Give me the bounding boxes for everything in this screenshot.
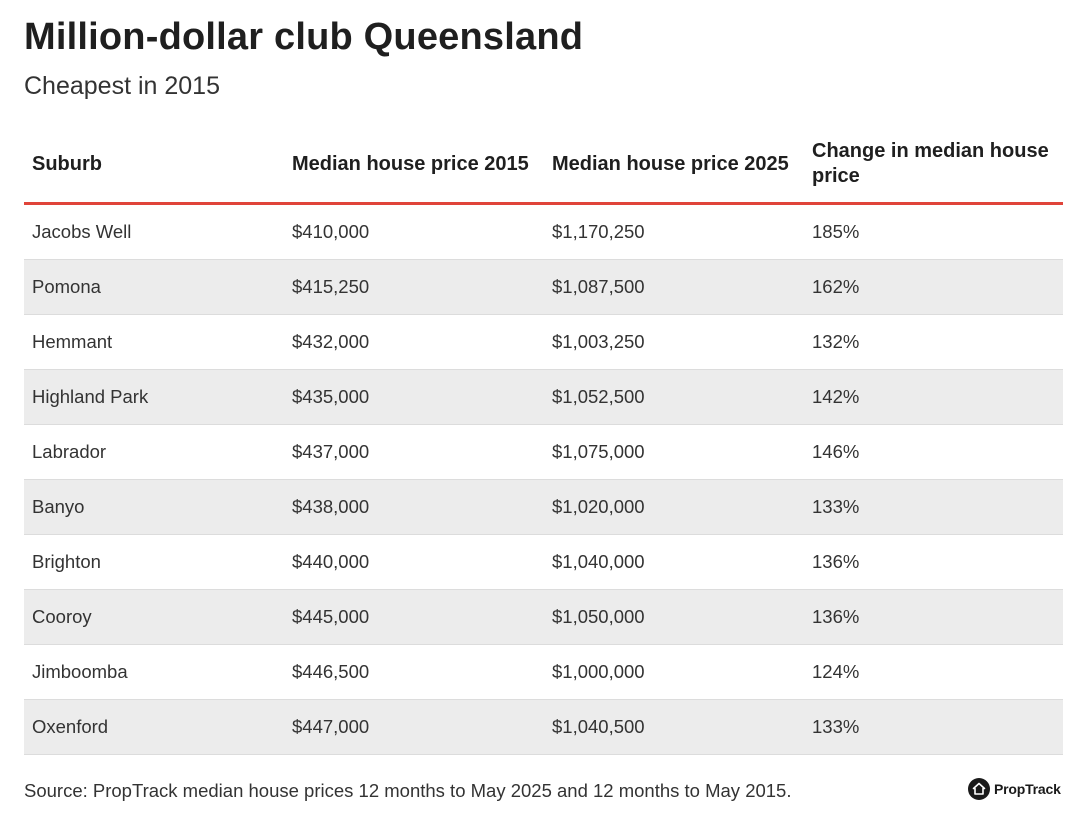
cell-price-2015: $446,500 [284, 644, 544, 700]
header-row: Suburb Median house price 2015 Median ho… [24, 126, 1063, 205]
cell-price-2025: $1,003,250 [544, 314, 804, 370]
table-row: Oxenford $447,000 $1,040,500 133% [24, 699, 1063, 755]
table-row: Jacobs Well $410,000 $1,170,250 185% [24, 203, 1063, 260]
brand-name: PropTrack [994, 781, 1061, 797]
cell-price-2015: $447,000 [284, 699, 544, 755]
column-header-suburb: Suburb [24, 126, 284, 205]
cell-change: 124% [804, 644, 1063, 700]
cell-price-2015: $410,000 [284, 203, 544, 260]
cell-change: 133% [804, 699, 1063, 755]
chart-title: Million-dollar club Queensland [24, 16, 584, 58]
data-table-container: Suburb Median house price 2015 Median ho… [24, 126, 1063, 755]
cell-price-2015: $440,000 [284, 534, 544, 590]
cell-price-2025: $1,000,000 [544, 644, 804, 700]
cell-change: 162% [804, 259, 1063, 315]
cell-price-2025: $1,170,250 [544, 203, 804, 260]
cell-suburb: Hemmant [24, 314, 284, 370]
cell-suburb: Banyo [24, 479, 284, 535]
column-header-price-2015: Median house price 2015 [284, 126, 544, 205]
cell-price-2015: $438,000 [284, 479, 544, 535]
table-row: Brighton $440,000 $1,040,000 136% [24, 534, 1063, 590]
cell-change: 136% [804, 589, 1063, 645]
table-header: Suburb Median house price 2015 Median ho… [24, 126, 1063, 205]
cell-price-2025: $1,040,000 [544, 534, 804, 590]
cell-price-2025: $1,040,500 [544, 699, 804, 755]
table-row: Banyo $438,000 $1,020,000 133% [24, 479, 1063, 535]
cell-suburb: Pomona [24, 259, 284, 315]
brand-logo: PropTrack [968, 778, 1061, 800]
cell-price-2025: $1,087,500 [544, 259, 804, 315]
cell-change: 133% [804, 479, 1063, 535]
cell-price-2015: $432,000 [284, 314, 544, 370]
proptrack-house-logo-icon [968, 778, 990, 800]
cell-price-2025: $1,052,500 [544, 369, 804, 425]
table-row: Highland Park $435,000 $1,052,500 142% [24, 369, 1063, 425]
cell-suburb: Jacobs Well [24, 203, 284, 260]
cell-change: 136% [804, 534, 1063, 590]
cell-suburb: Highland Park [24, 369, 284, 425]
cell-price-2015: $437,000 [284, 424, 544, 480]
cell-change: 185% [804, 203, 1063, 260]
table-row: Hemmant $432,000 $1,003,250 132% [24, 314, 1063, 370]
cell-change: 146% [804, 424, 1063, 480]
table-row: Cooroy $445,000 $1,050,000 136% [24, 589, 1063, 645]
cell-suburb: Oxenford [24, 699, 284, 755]
cell-suburb: Labrador [24, 424, 284, 480]
cell-change: 142% [804, 369, 1063, 425]
cell-price-2025: $1,020,000 [544, 479, 804, 535]
cell-change: 132% [804, 314, 1063, 370]
cell-suburb: Jimboomba [24, 644, 284, 700]
cell-price-2015: $445,000 [284, 589, 544, 645]
cell-suburb: Cooroy [24, 589, 284, 645]
data-table: Suburb Median house price 2015 Median ho… [24, 126, 1063, 755]
table-row: Pomona $415,250 $1,087,500 162% [24, 259, 1063, 315]
column-header-price-2025: Median house price 2025 [544, 126, 804, 205]
cell-price-2015: $435,000 [284, 369, 544, 425]
cell-price-2025: $1,050,000 [544, 589, 804, 645]
column-header-change: Change in median house price [804, 126, 1063, 205]
chart-subtitle: Cheapest in 2015 [24, 72, 220, 100]
table-body: Jacobs Well $410,000 $1,170,250 185% Pomona $… [24, 203, 1063, 755]
table-row: Labrador $437,000 $1,075,000 146% [24, 424, 1063, 480]
cell-price-2015: $415,250 [284, 259, 544, 315]
cell-suburb: Brighton [24, 534, 284, 590]
table-row: Jimboomba $446,500 $1,000,000 124% [24, 644, 1063, 700]
cell-price-2025: $1,075,000 [544, 424, 804, 480]
source-note: Source: PropTrack median house prices 12… [24, 780, 792, 801]
